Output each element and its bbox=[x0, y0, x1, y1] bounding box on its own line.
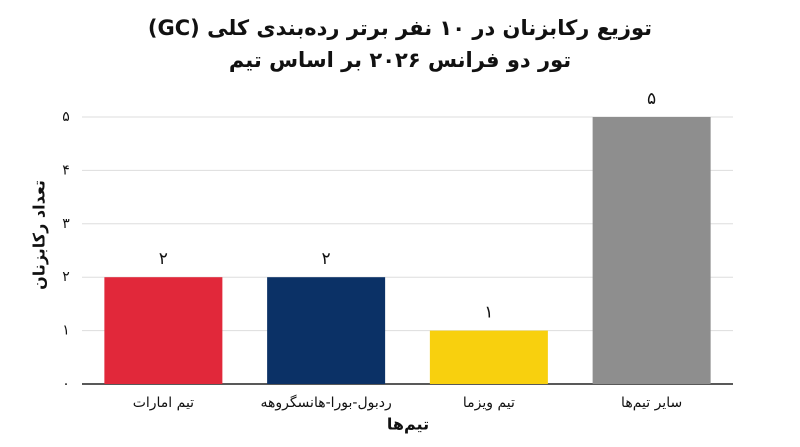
data-label: ۵ bbox=[647, 89, 656, 109]
data-label: ۲ bbox=[322, 249, 331, 269]
x-tick-label: تیم امارات bbox=[133, 395, 194, 411]
x-tick-label: ردبول-بورا-هانسگروهه bbox=[260, 394, 391, 411]
bar bbox=[429, 330, 548, 384]
data-label: ۲ bbox=[159, 249, 168, 269]
y-tick-label: ۲ bbox=[62, 269, 70, 285]
x-axis-label: تیم‌ها bbox=[387, 415, 429, 434]
y-axis-label: تعداد رکابزنان bbox=[30, 180, 49, 290]
bar bbox=[104, 277, 223, 384]
bar bbox=[592, 117, 711, 384]
x-tick-label: سایر تیم‌ها bbox=[621, 395, 682, 411]
data-label: ۱ bbox=[484, 303, 493, 323]
y-tick-label: ۱ bbox=[62, 323, 70, 339]
y-tick-label: ۵ bbox=[62, 109, 70, 125]
y-tick-label: ۳ bbox=[62, 216, 70, 232]
y-tick-label: ۰ bbox=[62, 376, 70, 392]
y-tick-label: ۴ bbox=[62, 162, 70, 178]
bar bbox=[267, 277, 386, 384]
chart-title: توزیع رکابزنان در ۱۰ نفر برتر رده‌بندی ک… bbox=[147, 16, 653, 72]
x-tick-label: تیم ویزما bbox=[463, 395, 515, 411]
